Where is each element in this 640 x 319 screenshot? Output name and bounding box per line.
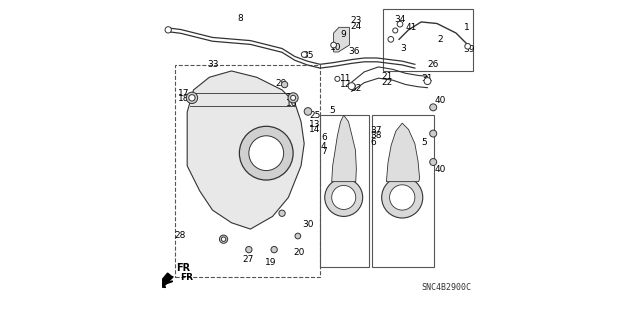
Circle shape	[332, 185, 356, 210]
Circle shape	[429, 104, 436, 111]
Text: 18: 18	[178, 94, 189, 103]
Circle shape	[424, 78, 431, 85]
Circle shape	[331, 42, 337, 48]
Circle shape	[186, 92, 198, 104]
Bar	[372, 115, 434, 267]
Text: 24: 24	[351, 22, 362, 31]
Circle shape	[381, 177, 423, 218]
Text: 21: 21	[381, 72, 392, 81]
Polygon shape	[332, 115, 356, 182]
Text: 40: 40	[435, 165, 446, 174]
Text: 39: 39	[463, 45, 475, 54]
Text: 31: 31	[421, 74, 433, 83]
Text: 40: 40	[435, 97, 446, 106]
Text: 13: 13	[309, 120, 321, 129]
Text: 6: 6	[370, 137, 376, 147]
Text: 10: 10	[330, 43, 341, 52]
Text: 2: 2	[438, 35, 444, 44]
Text: 41: 41	[405, 23, 417, 32]
Circle shape	[165, 27, 172, 33]
Text: 35: 35	[302, 51, 314, 60]
Circle shape	[465, 43, 470, 49]
Text: 36: 36	[348, 47, 360, 56]
Polygon shape	[333, 27, 349, 52]
Text: 20: 20	[294, 248, 305, 257]
Text: 25: 25	[309, 111, 320, 120]
Text: FR: FR	[176, 263, 190, 273]
Circle shape	[249, 136, 284, 171]
Circle shape	[295, 233, 301, 239]
Text: 1: 1	[464, 23, 470, 32]
Text: SNC4B2900C: SNC4B2900C	[421, 283, 471, 292]
Circle shape	[246, 247, 252, 253]
Text: 28: 28	[175, 231, 186, 240]
Circle shape	[429, 130, 436, 137]
Bar	[383, 9, 474, 71]
Circle shape	[271, 247, 277, 253]
Text: 19: 19	[265, 258, 276, 267]
Text: 32: 32	[350, 85, 362, 93]
Text: 5: 5	[421, 137, 427, 147]
Text: 6: 6	[321, 133, 326, 142]
Polygon shape	[387, 123, 420, 182]
Text: 29: 29	[276, 79, 287, 88]
Circle shape	[239, 126, 293, 180]
Circle shape	[189, 95, 195, 101]
Circle shape	[301, 52, 307, 57]
Circle shape	[279, 210, 285, 216]
Text: 30: 30	[303, 220, 314, 229]
FancyArrow shape	[158, 273, 172, 287]
Circle shape	[291, 95, 296, 100]
Polygon shape	[187, 71, 304, 229]
Text: 12: 12	[340, 80, 351, 89]
Circle shape	[348, 83, 355, 90]
Bar	[175, 65, 320, 277]
Text: 37: 37	[370, 126, 381, 135]
Text: 3: 3	[401, 44, 406, 53]
Text: 23: 23	[351, 17, 362, 26]
Circle shape	[288, 93, 298, 103]
Text: 33: 33	[208, 60, 220, 69]
Circle shape	[304, 108, 312, 115]
Circle shape	[220, 235, 228, 243]
Text: 26: 26	[428, 60, 439, 69]
Text: 4: 4	[321, 142, 326, 151]
Text: 5: 5	[330, 106, 335, 115]
Circle shape	[324, 178, 363, 216]
Text: 15: 15	[286, 93, 298, 102]
Text: 8: 8	[238, 14, 244, 23]
Circle shape	[393, 28, 398, 33]
Circle shape	[390, 185, 415, 210]
Text: 16: 16	[286, 99, 298, 108]
Circle shape	[388, 36, 394, 42]
Text: 11: 11	[340, 74, 351, 83]
Circle shape	[397, 21, 403, 27]
Text: 22: 22	[381, 78, 392, 86]
Circle shape	[282, 81, 288, 88]
Text: 34: 34	[394, 15, 406, 24]
Circle shape	[335, 76, 340, 81]
Text: 14: 14	[309, 125, 320, 134]
Circle shape	[221, 237, 226, 241]
Bar	[320, 115, 369, 267]
Text: FR: FR	[180, 273, 193, 282]
Circle shape	[429, 159, 436, 166]
Text: 7: 7	[321, 147, 326, 156]
Text: 38: 38	[370, 131, 381, 140]
Text: 17: 17	[178, 89, 189, 98]
Text: 9: 9	[340, 30, 346, 39]
Text: 27: 27	[242, 255, 253, 263]
